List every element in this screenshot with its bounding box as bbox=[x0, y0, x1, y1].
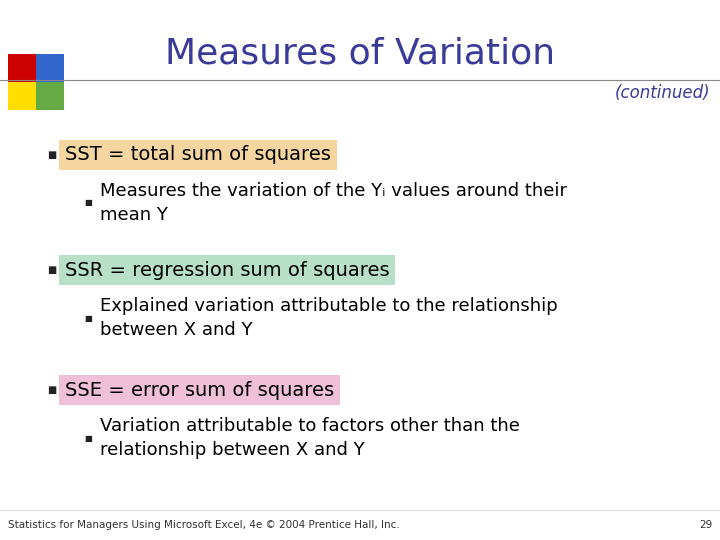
FancyBboxPatch shape bbox=[36, 82, 64, 110]
Text: Measures the variation of the Yᵢ values around their
mean Y: Measures the variation of the Yᵢ values … bbox=[100, 182, 567, 224]
FancyBboxPatch shape bbox=[8, 54, 36, 82]
FancyBboxPatch shape bbox=[8, 82, 36, 110]
Text: ■: ■ bbox=[48, 385, 57, 395]
Text: 29: 29 bbox=[698, 520, 712, 530]
Text: (continued): (continued) bbox=[614, 84, 710, 102]
Text: SSR = regression sum of squares: SSR = regression sum of squares bbox=[65, 260, 390, 280]
FancyBboxPatch shape bbox=[36, 54, 64, 82]
Text: ■: ■ bbox=[48, 150, 57, 160]
Text: ■: ■ bbox=[48, 265, 57, 275]
Text: SST = total sum of squares: SST = total sum of squares bbox=[65, 145, 331, 165]
Text: Variation attributable to factors other than the
relationship between X and Y: Variation attributable to factors other … bbox=[100, 417, 520, 459]
Text: ■: ■ bbox=[84, 199, 92, 207]
Text: Explained variation attributable to the relationship
between X and Y: Explained variation attributable to the … bbox=[100, 297, 558, 339]
Text: Measures of Variation: Measures of Variation bbox=[165, 36, 555, 70]
Text: Statistics for Managers Using Microsoft Excel, 4e © 2004 Prentice Hall, Inc.: Statistics for Managers Using Microsoft … bbox=[8, 520, 400, 530]
Text: SSE = error sum of squares: SSE = error sum of squares bbox=[65, 381, 334, 400]
Text: ■: ■ bbox=[84, 314, 92, 322]
Text: ■: ■ bbox=[84, 434, 92, 442]
